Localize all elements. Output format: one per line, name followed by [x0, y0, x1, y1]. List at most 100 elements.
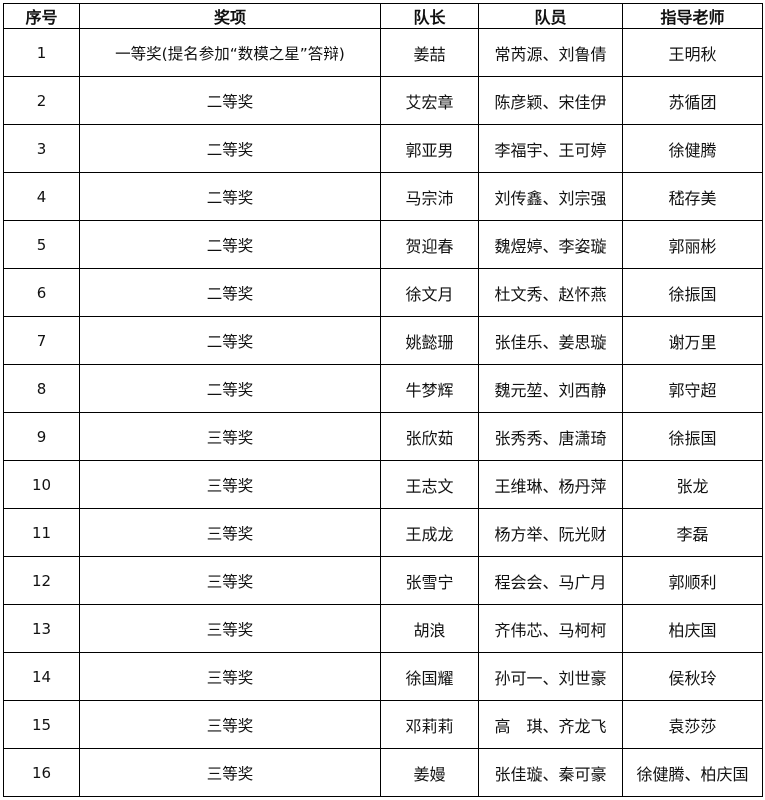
table-row: 9 三等奖 张欣茹 张秀秀、唐潇琦 徐振国 [3, 412, 763, 461]
cell-members: 常芮源、刘鲁倩 [478, 28, 623, 77]
cell-award: 二等奖 [79, 76, 381, 125]
cell-leader: 邓莉莉 [380, 700, 479, 749]
cell-members: 高 琪、齐龙飞 [478, 700, 623, 749]
header-row: 序号 奖项 队长 队员 指导老师 [3, 3, 763, 29]
table-row: 13 三等奖 胡浪 齐伟芯、马柯柯 柏庆国 [3, 604, 763, 653]
table-row: 3 二等奖 郭亚男 李福宇、王可婷 徐健腾 [3, 124, 763, 173]
cell-award: 二等奖 [79, 268, 381, 317]
table-row: 4 二等奖 马宗沛 刘传鑫、刘宗强 嵇存美 [3, 172, 763, 221]
cell-no: 16 [3, 748, 80, 797]
cell-award: 二等奖 [79, 172, 381, 221]
header-advisor: 指导老师 [622, 3, 763, 29]
cell-advisor: 郭顺利 [622, 556, 763, 605]
cell-advisor: 郭守超 [622, 364, 763, 413]
cell-leader: 张欣茹 [380, 412, 479, 461]
cell-leader: 徐国耀 [380, 652, 479, 701]
cell-award: 三等奖 [79, 700, 381, 749]
cell-leader: 胡浪 [380, 604, 479, 653]
cell-advisor: 徐振国 [622, 268, 763, 317]
cell-members: 程会会、马广月 [478, 556, 623, 605]
table-row: 2 二等奖 艾宏章 陈彦颖、宋佳伊 苏循团 [3, 76, 763, 125]
cell-no: 4 [3, 172, 80, 221]
cell-members: 魏煜婷、李姿璇 [478, 220, 623, 269]
cell-advisor: 王明秋 [622, 28, 763, 77]
cell-members: 杨方举、阮光财 [478, 508, 623, 557]
table-row: 12 三等奖 张雪宁 程会会、马广月 郭顺利 [3, 556, 763, 605]
cell-award: 三等奖 [79, 412, 381, 461]
header-leader: 队长 [380, 3, 479, 29]
cell-award: 三等奖 [79, 652, 381, 701]
cell-award: 二等奖 [79, 220, 381, 269]
cell-no: 7 [3, 316, 80, 365]
cell-no: 13 [3, 604, 80, 653]
cell-leader: 艾宏章 [380, 76, 479, 125]
table-row: 5 二等奖 贺迎春 魏煜婷、李姿璇 郭丽彬 [3, 220, 763, 269]
cell-advisor: 郭丽彬 [622, 220, 763, 269]
table-row: 10 三等奖 王志文 王维琳、杨丹萍 张龙 [3, 460, 763, 509]
cell-advisor: 袁莎莎 [622, 700, 763, 749]
cell-members: 孙可一、刘世豪 [478, 652, 623, 701]
cell-no: 6 [3, 268, 80, 317]
cell-no: 1 [3, 28, 80, 77]
cell-leader: 徐文月 [380, 268, 479, 317]
cell-award: 二等奖 [79, 124, 381, 173]
cell-advisor: 张龙 [622, 460, 763, 509]
cell-no: 9 [3, 412, 80, 461]
cell-members: 张佳璇、秦可豪 [478, 748, 623, 797]
table-row: 1 一等奖(提名参加“数模之星”答辩) 姜喆 常芮源、刘鲁倩 王明秋 [3, 28, 763, 77]
cell-leader: 王成龙 [380, 508, 479, 557]
award-table: 序号 奖项 队长 队员 指导老师 1 一等奖(提名参加“数模之星”答辩) 姜喆 常芮源… [3, 3, 763, 797]
table-row: 14 三等奖 徐国耀 孙可一、刘世豪 侯秋玲 [3, 652, 763, 701]
cell-advisor: 徐健腾 [622, 124, 763, 173]
cell-no: 10 [3, 460, 80, 509]
header-no: 序号 [3, 3, 80, 29]
cell-award: 二等奖 [79, 316, 381, 365]
cell-leader: 姚懿珊 [380, 316, 479, 365]
cell-no: 8 [3, 364, 80, 413]
cell-award: 二等奖 [79, 364, 381, 413]
cell-award: 三等奖 [79, 748, 381, 797]
cell-members: 王维琳、杨丹萍 [478, 460, 623, 509]
cell-members: 张秀秀、唐潇琦 [478, 412, 623, 461]
table-row: 15 三等奖 邓莉莉高 琪、齐龙飞 袁莎莎 [3, 700, 763, 749]
cell-award: 三等奖 [79, 460, 381, 509]
table-row: 11 三等奖 王成龙 杨方举、阮光财 李磊 [3, 508, 763, 557]
header-award: 奖项 [79, 3, 381, 29]
table-row: 8 二等奖 牛梦辉 魏元堃、刘西静 郭守超 [3, 364, 763, 413]
cell-advisor: 苏循团 [622, 76, 763, 125]
table-row: 7 二等奖 姚懿珊 张佳乐、姜思璇 谢万里 [3, 316, 763, 365]
cell-advisor: 侯秋玲 [622, 652, 763, 701]
cell-leader: 牛梦辉 [380, 364, 479, 413]
cell-advisor: 柏庆国 [622, 604, 763, 653]
cell-members: 张佳乐、姜思璇 [478, 316, 623, 365]
cell-award: 三等奖 [79, 604, 381, 653]
cell-no: 11 [3, 508, 80, 557]
table-row: 16 三等奖 姜嫚 张佳璇、秦可豪 徐健腾、柏庆国 [3, 748, 763, 797]
cell-leader: 姜喆 [380, 28, 479, 77]
cell-members: 杜文秀、赵怀燕 [478, 268, 623, 317]
cell-leader: 王志文 [380, 460, 479, 509]
cell-members: 魏元堃、刘西静 [478, 364, 623, 413]
cell-leader: 马宗沛 [380, 172, 479, 221]
cell-no: 14 [3, 652, 80, 701]
header-members: 队员 [478, 3, 623, 29]
cell-advisor: 谢万里 [622, 316, 763, 365]
table-row: 6 二等奖 徐文月 杜文秀、赵怀燕 徐振国 [3, 268, 763, 317]
cell-no: 3 [3, 124, 80, 173]
cell-no: 12 [3, 556, 80, 605]
cell-award: 一等奖(提名参加“数模之星”答辩) [79, 28, 381, 77]
cell-members: 刘传鑫、刘宗强 [478, 172, 623, 221]
cell-no: 5 [3, 220, 80, 269]
cell-advisor: 徐健腾、柏庆国 [622, 748, 763, 797]
cell-award: 三等奖 [79, 508, 381, 557]
cell-award: 三等奖 [79, 556, 381, 605]
cell-no: 15 [3, 700, 80, 749]
cell-members: 李福宇、王可婷 [478, 124, 623, 173]
cell-members: 齐伟芯、马柯柯 [478, 604, 623, 653]
cell-advisor: 嵇存美 [622, 172, 763, 221]
cell-leader: 姜嫚 [380, 748, 479, 797]
cell-leader: 贺迎春 [380, 220, 479, 269]
cell-leader: 张雪宁 [380, 556, 479, 605]
cell-advisor: 徐振国 [622, 412, 763, 461]
cell-no: 2 [3, 76, 80, 125]
